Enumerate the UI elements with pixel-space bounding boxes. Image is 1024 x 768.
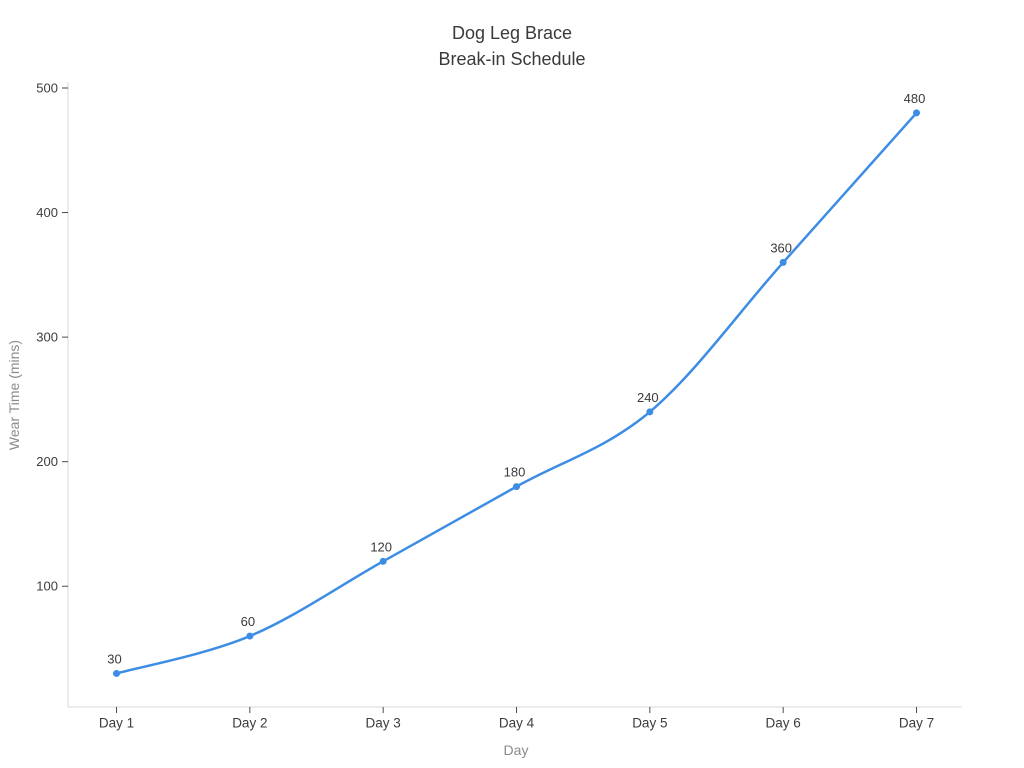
x-tick-label: Day 3: [366, 716, 401, 731]
data-series-line: [115, 111, 918, 675]
data-point-label: 30: [107, 651, 121, 666]
chart-title: Dog Leg Brace Break-in Schedule: [0, 20, 1024, 72]
x-tick-label: Day 5: [632, 716, 667, 731]
chart-title-line2: Break-in Schedule: [438, 49, 586, 69]
data-point: [512, 483, 520, 491]
data-point: [113, 669, 120, 677]
data-point-label: 480: [904, 91, 926, 106]
data-point-label: 240: [637, 390, 659, 405]
chart-title-line1: Dog Leg Brace: [451, 23, 573, 43]
y-tick-label: 200: [36, 454, 58, 469]
data-point: [379, 557, 387, 565]
x-tick-label: Day 7: [899, 716, 934, 731]
data-point-label: 120: [370, 539, 392, 554]
data-point: [646, 408, 654, 416]
x-tick-label: Day 1: [99, 716, 134, 731]
data-point: [912, 109, 920, 117]
y-tick-label: 100: [36, 579, 58, 594]
y-tick-label: 500: [36, 80, 58, 95]
data-point-label: 60: [241, 614, 255, 629]
x-tick-label: Day 2: [232, 716, 267, 731]
y-tick-label: 400: [36, 205, 58, 220]
x-tick-label: Day 4: [499, 716, 535, 731]
data-point: [246, 632, 254, 640]
x-tick-label: Day 6: [766, 716, 801, 731]
y-tick-label: 300: [36, 330, 58, 345]
data-point-label: 360: [770, 240, 792, 255]
data-point-label: 180: [504, 465, 526, 480]
y-axis-title: Wear Time (mins): [6, 339, 22, 451]
data-point: [779, 258, 787, 266]
x-axis-title: Day: [503, 742, 529, 758]
